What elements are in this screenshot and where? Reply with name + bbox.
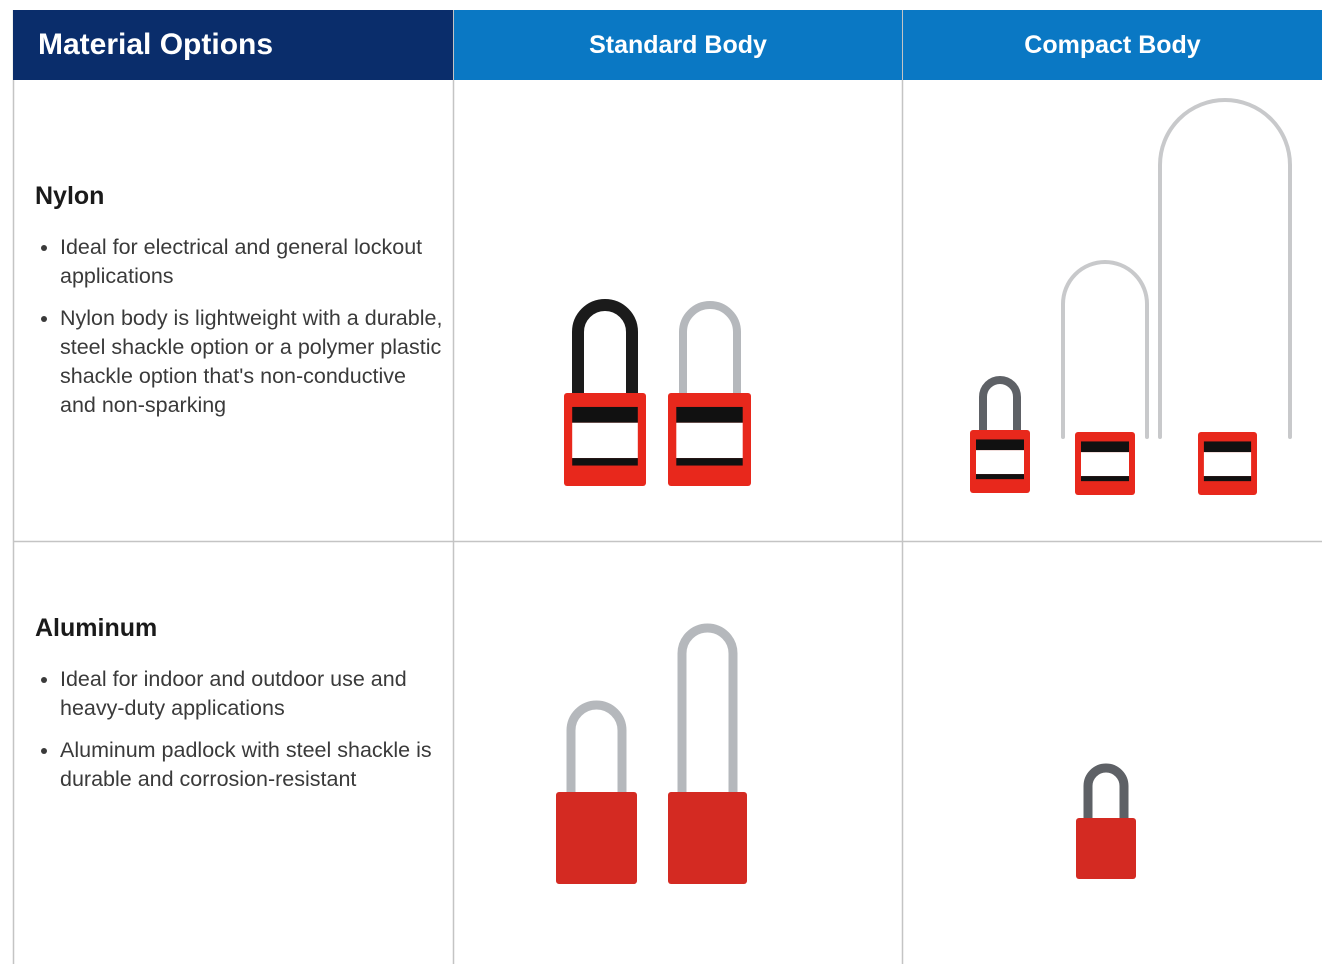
header-cell: Compact Body [903,10,1322,80]
shackle [1083,763,1129,828]
grid-lines [12,10,1322,964]
shackle [1158,98,1292,439]
bullet-list: Ideal for indoor and outdoor use and hea… [35,665,445,794]
label [1203,452,1252,477]
danger-strip [572,406,638,423]
shackle [572,299,638,404]
label-foot [572,458,638,466]
label [1081,452,1129,477]
lock-body [1076,818,1136,879]
danger-strip [1081,441,1129,453]
danger-strip [976,439,1024,451]
label [676,422,743,459]
material-title: Nylon [35,182,105,210]
material-cell: Nylon Ideal for electrical and general l… [35,182,445,433]
label [976,450,1024,475]
bullet: Ideal for indoor and outdoor use and hea… [60,665,445,723]
material-title: Aluminum [35,614,158,642]
header-cell: Standard Body [454,10,902,80]
label-foot [1081,476,1129,482]
shackle [566,700,627,802]
label-foot [676,458,743,466]
material-cell: Aluminum Ideal for indoor and outdoor us… [35,614,445,807]
header-cell: Material Options [13,10,453,80]
shackle [1061,260,1149,439]
bullet-list: Ideal for electrical and general lockout… [35,233,445,420]
shackle [679,301,741,402]
padlock-images [556,98,1292,884]
danger-strip [676,406,743,423]
label-foot [1203,476,1252,482]
shackle [979,376,1021,439]
bullet: Nylon body is lightweight with a durable… [60,304,445,420]
danger-strip [1203,441,1252,453]
shackle [677,623,738,802]
bullet: Aluminum padlock with steel shackle is d… [60,736,445,794]
lock-body [556,792,637,884]
label-foot [976,474,1024,480]
label [572,422,638,459]
bullet: Ideal for electrical and general lockout… [60,233,445,291]
lock-body [668,792,747,884]
